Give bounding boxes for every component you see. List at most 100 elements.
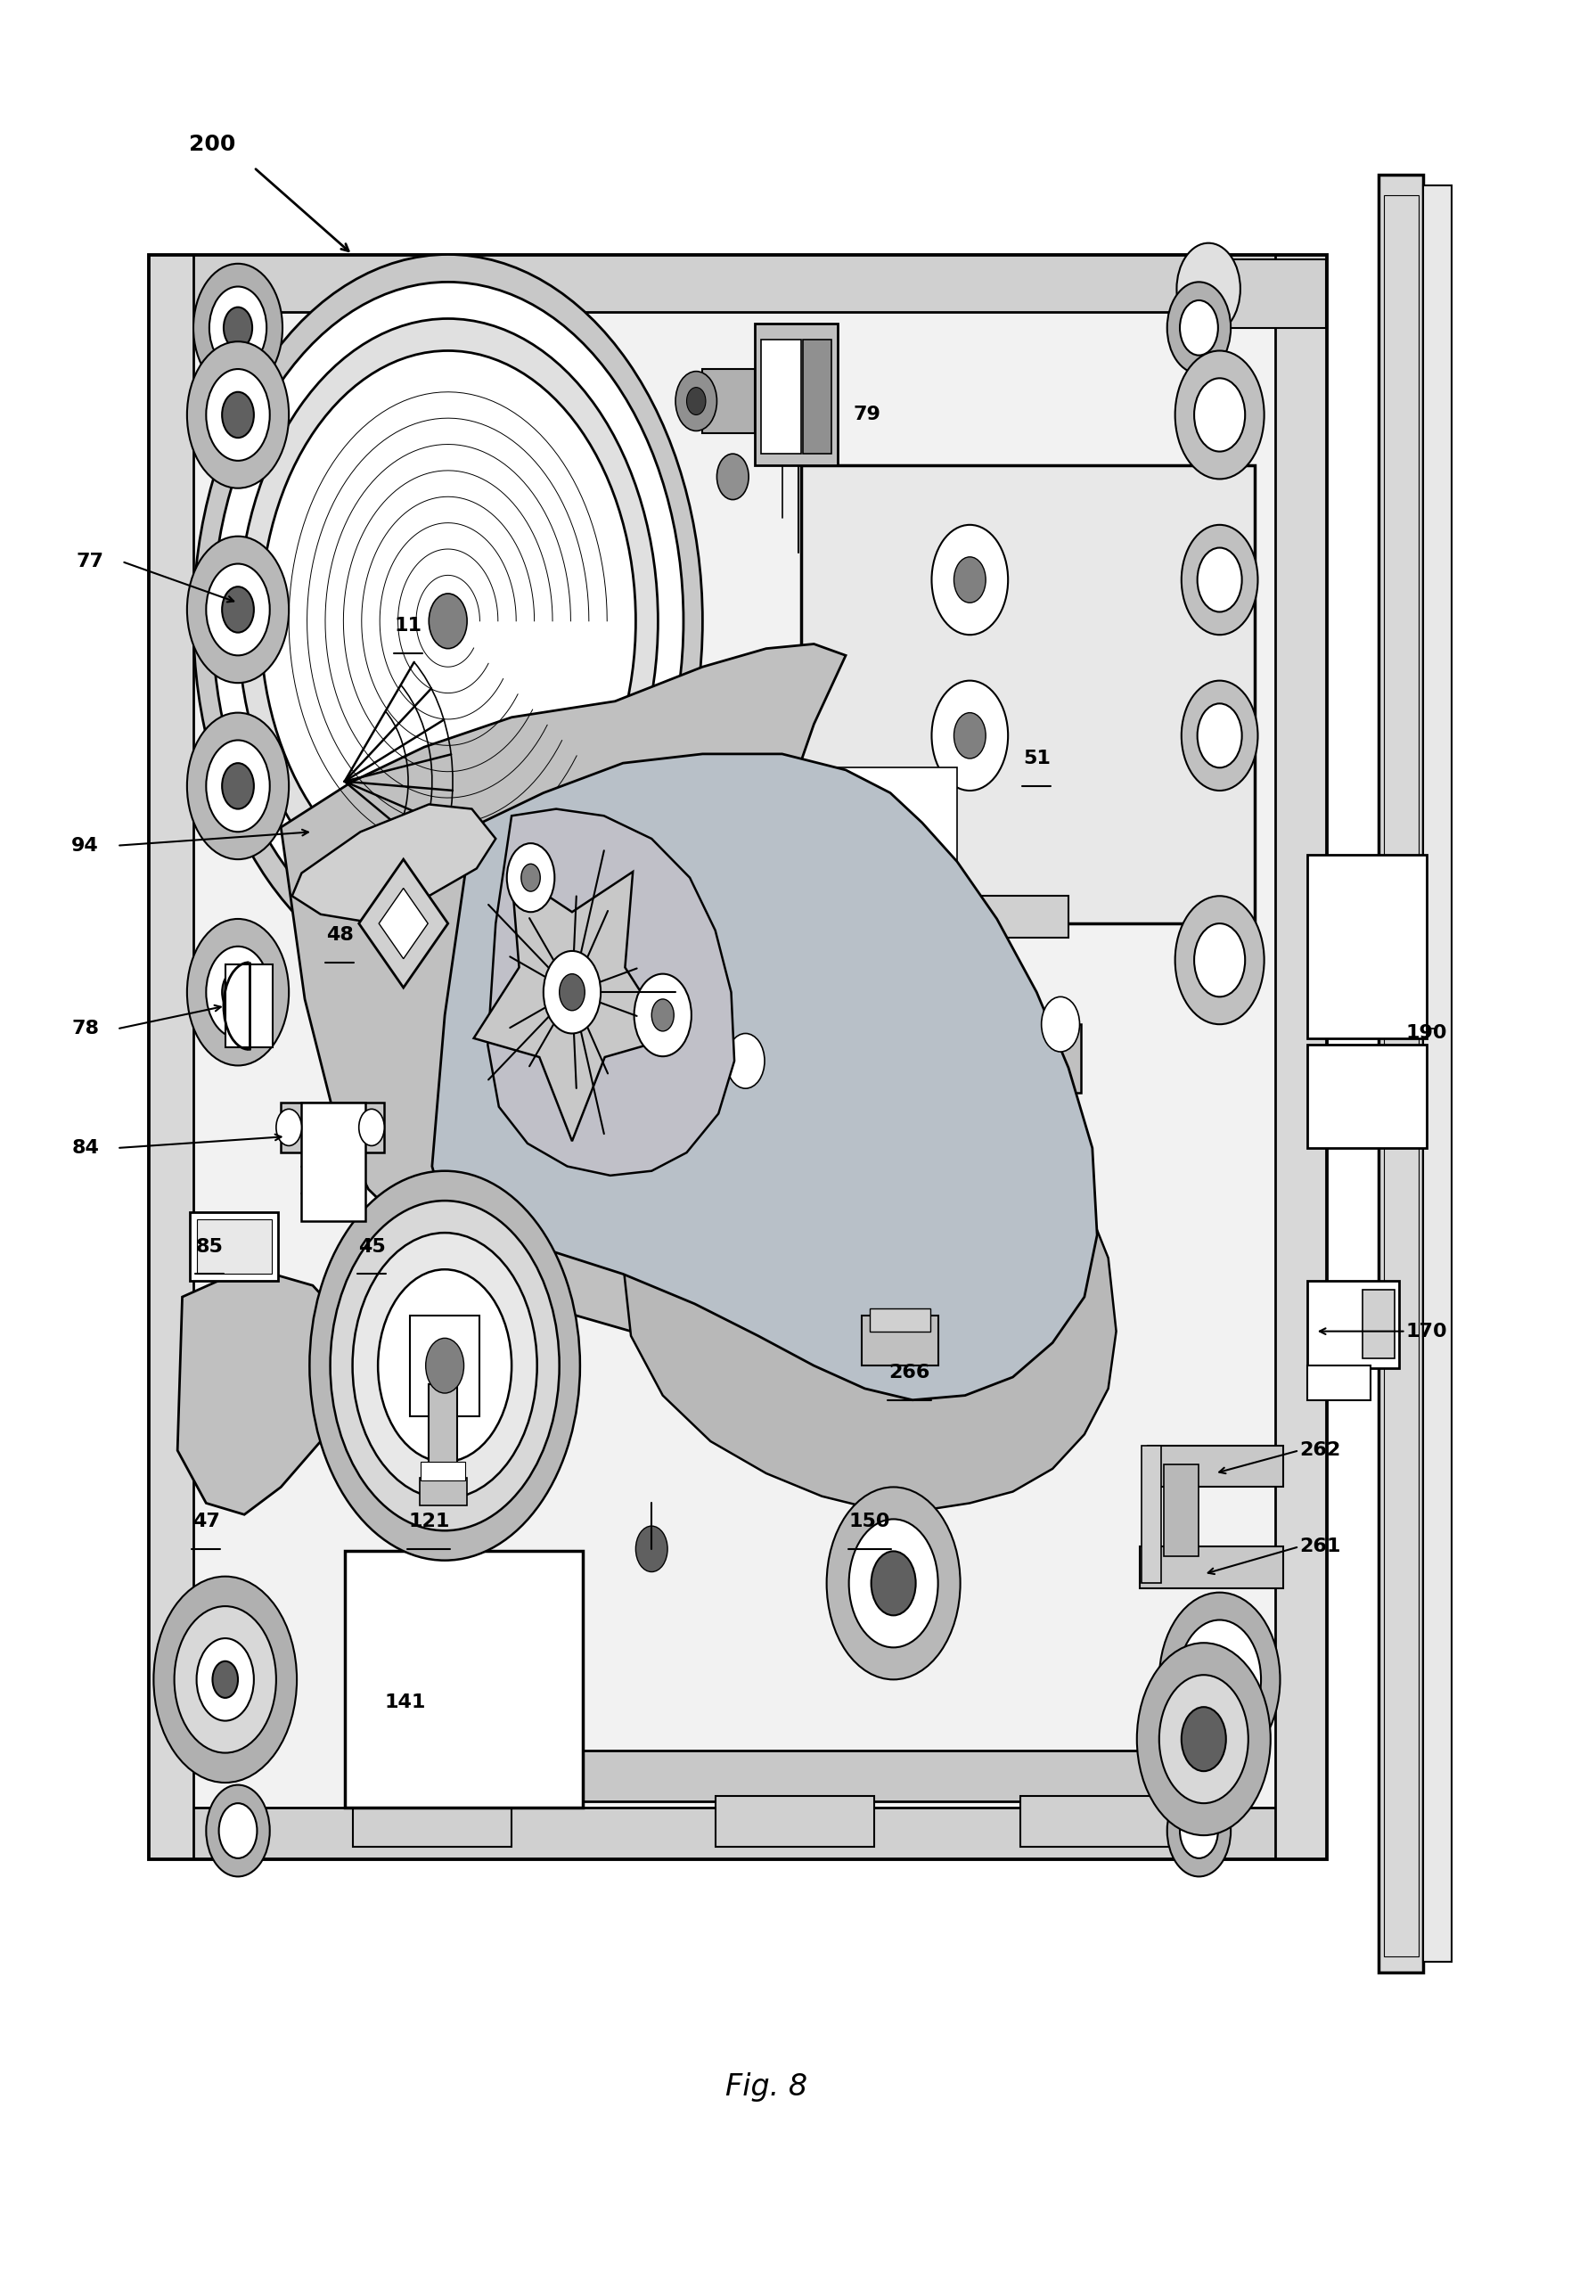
- Circle shape: [634, 974, 691, 1056]
- Circle shape: [675, 372, 717, 432]
- Circle shape: [1175, 895, 1264, 1024]
- Bar: [1163, 1465, 1199, 1557]
- Bar: [1208, 259, 1326, 328]
- Text: 78: 78: [72, 1019, 99, 1038]
- Circle shape: [212, 1662, 238, 1697]
- Polygon shape: [488, 808, 734, 1176]
- Text: 94: 94: [72, 836, 99, 854]
- Polygon shape: [378, 889, 428, 960]
- Polygon shape: [410, 1316, 480, 1417]
- Circle shape: [1181, 526, 1258, 634]
- Circle shape: [219, 1802, 257, 1857]
- Circle shape: [1200, 1653, 1238, 1706]
- Circle shape: [849, 1520, 938, 1649]
- Polygon shape: [433, 753, 1096, 1401]
- Polygon shape: [622, 1038, 1116, 1511]
- Bar: [1384, 195, 1419, 1956]
- Bar: [353, 1795, 512, 1846]
- Circle shape: [187, 712, 289, 859]
- Circle shape: [1159, 1676, 1248, 1802]
- Circle shape: [310, 1171, 579, 1561]
- Text: 141: 141: [385, 1694, 426, 1711]
- Circle shape: [954, 558, 986, 604]
- Circle shape: [1167, 282, 1231, 374]
- Circle shape: [222, 969, 254, 1015]
- Bar: [803, 340, 832, 455]
- Bar: [702, 370, 755, 434]
- Text: 200: 200: [190, 133, 236, 156]
- Bar: [420, 1479, 468, 1506]
- Bar: [281, 1102, 385, 1153]
- Circle shape: [1042, 996, 1079, 1052]
- Circle shape: [1197, 549, 1242, 613]
- Text: 170: 170: [1406, 1322, 1448, 1341]
- Circle shape: [212, 282, 683, 960]
- Bar: [421, 1463, 466, 1481]
- Circle shape: [276, 1109, 302, 1146]
- Circle shape: [330, 1201, 559, 1531]
- Bar: [1424, 186, 1452, 1961]
- Bar: [1307, 1366, 1371, 1401]
- Circle shape: [726, 1033, 764, 1088]
- Circle shape: [187, 342, 289, 489]
- Bar: [1307, 854, 1427, 1038]
- Circle shape: [1179, 301, 1218, 356]
- Polygon shape: [474, 872, 670, 1141]
- Bar: [1363, 1290, 1395, 1359]
- Bar: [345, 1750, 1248, 1800]
- Circle shape: [1136, 1644, 1270, 1835]
- Circle shape: [187, 918, 289, 1065]
- Circle shape: [559, 974, 584, 1010]
- Circle shape: [429, 595, 468, 647]
- Circle shape: [686, 388, 705, 416]
- Bar: [761, 340, 801, 455]
- Bar: [822, 895, 1068, 937]
- Bar: [801, 466, 1254, 923]
- Bar: [429, 1384, 458, 1488]
- Circle shape: [717, 455, 749, 501]
- Circle shape: [1181, 1706, 1226, 1770]
- Text: 190: 190: [1406, 1024, 1448, 1042]
- Polygon shape: [177, 1267, 345, 1515]
- Circle shape: [954, 712, 986, 758]
- Circle shape: [378, 1270, 512, 1463]
- Bar: [190, 1212, 278, 1281]
- Circle shape: [1194, 923, 1245, 996]
- Circle shape: [206, 739, 270, 831]
- Bar: [345, 1552, 583, 1807]
- Bar: [1034, 1024, 1080, 1093]
- Circle shape: [206, 565, 270, 654]
- Text: 48: 48: [326, 925, 354, 944]
- Bar: [196, 1219, 271, 1274]
- Polygon shape: [359, 859, 448, 987]
- Polygon shape: [292, 804, 496, 923]
- Text: 84: 84: [72, 1139, 99, 1157]
- Bar: [1148, 1446, 1283, 1488]
- Circle shape: [651, 999, 674, 1031]
- Text: 11: 11: [394, 618, 421, 634]
- Circle shape: [260, 351, 635, 891]
- Text: 150: 150: [849, 1513, 891, 1531]
- Text: 45: 45: [358, 1238, 385, 1256]
- Text: 85: 85: [196, 1238, 223, 1256]
- Circle shape: [1175, 351, 1264, 480]
- Bar: [715, 1795, 875, 1846]
- Bar: [1307, 1045, 1427, 1148]
- Bar: [862, 1316, 938, 1366]
- Bar: [870, 1309, 930, 1332]
- Bar: [148, 255, 193, 1857]
- Polygon shape: [281, 643, 1068, 1350]
- Text: 77: 77: [77, 553, 104, 569]
- Circle shape: [206, 1784, 270, 1876]
- Circle shape: [827, 1488, 961, 1678]
- Circle shape: [223, 308, 252, 349]
- Text: 51: 51: [1023, 748, 1050, 767]
- Text: 47: 47: [193, 1513, 220, 1531]
- Circle shape: [1194, 379, 1245, 452]
- Circle shape: [1181, 680, 1258, 790]
- Circle shape: [359, 1109, 385, 1146]
- Circle shape: [196, 1639, 254, 1720]
- Circle shape: [508, 843, 554, 912]
- Bar: [302, 1102, 365, 1221]
- Circle shape: [1178, 1621, 1261, 1738]
